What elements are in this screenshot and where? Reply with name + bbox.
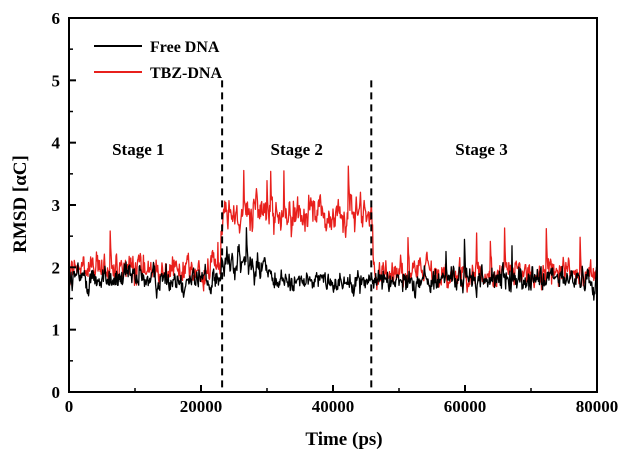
series-layer (68, 165, 598, 340)
y-tick-label: 4 (52, 134, 61, 153)
y-axis-title: RMSD [αC] (10, 155, 31, 253)
plot-frame (68, 17, 598, 393)
x-tick-label: 80000 (576, 397, 619, 416)
x-axis-title: Time (ps) (305, 429, 382, 449)
stage-annotation: Stage 3 (455, 140, 507, 159)
x-tick-label: 0 (65, 397, 74, 416)
stage-annotation: Stage 1 (112, 140, 164, 159)
y-tick-label: 0 (52, 383, 61, 402)
legend-label-free-dna: Free DNA (150, 39, 220, 56)
x-tick-label: 20000 (180, 397, 223, 416)
y-tick-label: 5 (52, 71, 61, 90)
stage-annotation: Stage 2 (270, 140, 322, 159)
legend: Free DNA TBZ-DNA (94, 39, 222, 82)
y-tick-label: 1 (52, 321, 61, 340)
tick-layer: 0 20000 40000 60000 80000 0 1 2 3 4 5 6 (52, 9, 619, 416)
series-line-free-dna (68, 227, 598, 340)
y-tick-label: 3 (52, 196, 61, 215)
y-tick-label: 6 (52, 9, 61, 28)
legend-label-tbz-dna: TBZ-DNA (150, 65, 222, 82)
x-tick-label: 60000 (444, 397, 487, 416)
label-layer: Stage 1 Stage 2 Stage 3 (112, 140, 508, 159)
stage-divider-layer (221, 80, 373, 392)
y-tick-label: 2 (52, 258, 61, 277)
series-line-tbz-dna (68, 165, 598, 333)
x-tick-label: 40000 (312, 397, 355, 416)
